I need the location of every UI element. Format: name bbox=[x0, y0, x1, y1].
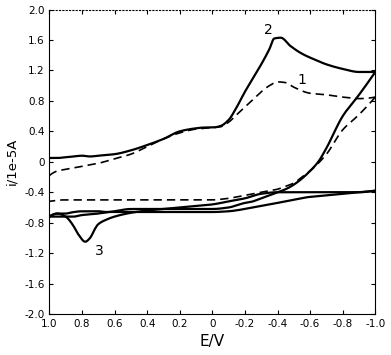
Text: 2: 2 bbox=[264, 23, 273, 37]
Y-axis label: i/1e-5A: i/1e-5A bbox=[5, 138, 18, 185]
Text: 1: 1 bbox=[297, 73, 306, 87]
X-axis label: E/V: E/V bbox=[200, 334, 225, 349]
Text: 3: 3 bbox=[95, 244, 104, 258]
